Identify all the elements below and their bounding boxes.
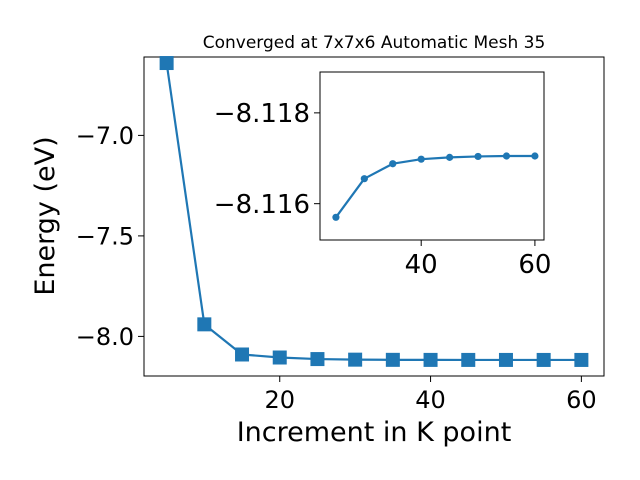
inset-data-point (332, 213, 340, 221)
inset-series-energy (332, 152, 539, 221)
inset-series-line (335, 154, 535, 218)
inset-x-tick-label: 60 (518, 250, 551, 280)
main-x-tick-label: 40 (415, 386, 446, 414)
main-x-tick-label: 20 (264, 386, 295, 414)
main-data-point (423, 352, 438, 367)
inset-data-point (417, 155, 425, 163)
main-data-point (235, 347, 250, 362)
inset-data-point (360, 175, 368, 183)
y-axis-label: Energy (eV) (30, 136, 61, 295)
inset-data-point (474, 152, 482, 161)
main-plot-frame (143, 56, 605, 377)
main-data-point (385, 352, 400, 367)
inset-data-point (446, 153, 454, 161)
inset-x-ticks: 40 60 (405, 240, 551, 280)
inset-data-point (389, 160, 397, 168)
inset-y-tick-label: −8.118 (214, 99, 310, 129)
chart-title: Converged at 7x7x6 Automatic Mesh 35 (203, 33, 546, 53)
main-x-ticks: 20 40 60 (264, 376, 597, 414)
main-y-ticks: −7.0 −7.5 −8.0 (76, 122, 144, 351)
main-data-point (159, 56, 174, 71)
inset-data-point (531, 152, 539, 160)
main-y-tick-label: −8.0 (76, 323, 134, 351)
main-data-point (536, 352, 551, 367)
main-data-point (272, 350, 287, 365)
main-x-tick-label: 60 (566, 386, 597, 414)
x-axis-label: Increment in K point (237, 417, 512, 448)
main-data-point (461, 352, 476, 367)
main-data-point (574, 352, 589, 367)
inset-x-tick-label: 40 (405, 250, 438, 280)
main-y-tick-label: −7.5 (76, 223, 134, 251)
main-y-tick-label: −7.0 (76, 122, 134, 150)
inset-data-point (502, 152, 511, 160)
main-data-point (310, 352, 325, 367)
inset-y-tick-label: −8.116 (214, 190, 310, 220)
inset-plot-frame (319, 71, 545, 241)
main-data-point (498, 352, 513, 367)
main-data-point (197, 317, 212, 332)
main-data-point (348, 352, 363, 367)
main-series-energy (159, 56, 589, 367)
inset-y-ticks: −8.118 −8.116 (214, 99, 320, 220)
